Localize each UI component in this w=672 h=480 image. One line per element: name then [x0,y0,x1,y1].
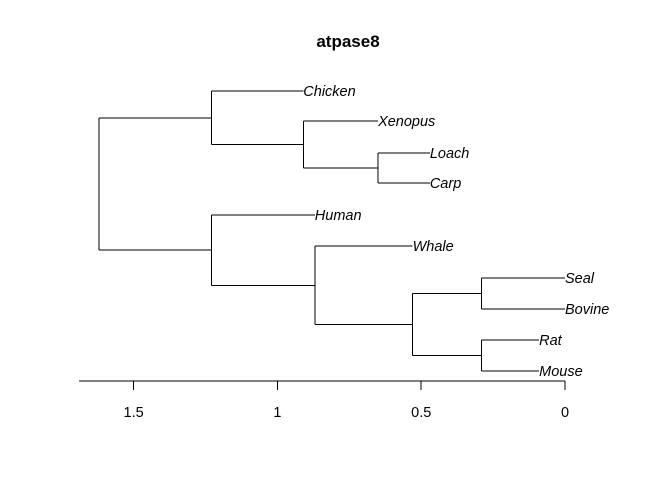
leaf-label-xenopus: Xenopus [377,114,435,130]
chart-title: atpase8 [316,32,379,51]
leaf-label-loach: Loach [430,146,470,162]
x-tick-label: 1.5 [124,405,144,421]
leaf-label-whale: Whale [413,239,454,255]
x-axis: 1.5 1 0.5 0 [79,380,569,421]
x-tick-label: 1 [273,405,281,421]
leaf-label-chicken: Chicken [303,84,355,100]
x-tick-label: 0 [561,405,569,421]
leaf-label-group: Chicken Xenopus Loach Carp Human Whale Seal Bov… [303,84,609,380]
leaf-label-bovine: Bovine [565,302,609,318]
leaf-label-human: Human [315,208,362,224]
leaf-label-carp: Carp [430,176,461,192]
branch-group [98,90,565,372]
x-tick-label: 0.5 [411,405,431,421]
leaf-label-mouse: Mouse [539,364,583,380]
leaf-label-rat: Rat [539,333,563,349]
leaf-label-seal: Seal [565,271,595,287]
